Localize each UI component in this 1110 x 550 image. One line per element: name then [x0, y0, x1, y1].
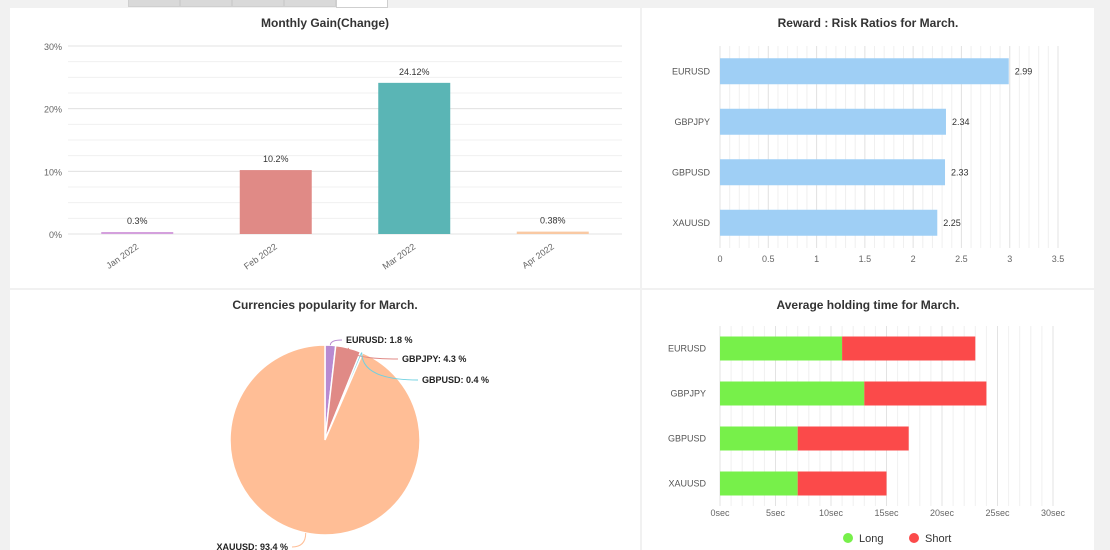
- bar-data-label: 2.33: [951, 167, 969, 177]
- x-tick-label: Jan 2022: [104, 241, 140, 270]
- x-tick-label: 1: [814, 254, 819, 264]
- tab-3[interactable]: [232, 0, 284, 7]
- legend-marker-long: [843, 533, 853, 543]
- bar-feb-2022: [239, 170, 312, 234]
- tab-5-active[interactable]: [336, 0, 388, 8]
- bar-data-label: 2.34: [952, 117, 970, 127]
- pie-connector: [347, 347, 399, 360]
- tab-1[interactable]: [128, 0, 180, 7]
- bar-data-label: 0.38%: [540, 216, 566, 226]
- y-tick-label: GBPJPY: [674, 117, 710, 127]
- legend-marker-short: [909, 533, 919, 543]
- x-tick-label: 3.5: [1052, 254, 1065, 264]
- reward-risk-chart: 0 0.5 1 1.5 2 2.5 3 3.5 EURUSD 2.99 GBPJPY 2.34 GBPU…: [672, 46, 1065, 264]
- x-tick-label: 0sec: [710, 508, 730, 518]
- bar-eurusd-short: [842, 336, 976, 361]
- bar-eurusd: [720, 58, 1009, 85]
- x-tick-label: 5sec: [766, 508, 786, 518]
- bar-data-label: 0.3%: [127, 216, 148, 226]
- pie-slice-xauusd: [229, 344, 421, 536]
- currency-popularity-chart: EURUSD: 1.8 % GBPJPY: 4.3 % GBPUSD: 0.4 % X…: [216, 335, 489, 550]
- y-tick-label: GBPUSD: [668, 434, 707, 444]
- y-tick-label: GBPJPY: [670, 389, 706, 399]
- currency-popularity-title: Currencies popularity for March.: [232, 298, 418, 312]
- y-tick-label: 10%: [44, 167, 62, 177]
- x-tick-label: 15sec: [874, 508, 899, 518]
- bar-mar-2022: [378, 82, 451, 235]
- holding-time-title: Average holding time for March.: [776, 298, 960, 312]
- holding-time-chart: 0sec 5sec 10sec 15sec 20sec 25sec 30sec EURUSD G…: [668, 326, 1066, 545]
- monthly-gain-chart: 0% 10% 20% 30% 0.3% Jan 2022 10.2% Feb 2022 24.1…: [44, 42, 622, 271]
- reward-risk-panel: Reward : Risk Ratios for March. 0 0.5 1 1.5…: [642, 8, 1094, 288]
- y-tick-label: 30%: [44, 42, 62, 52]
- pie-connector: [361, 352, 419, 381]
- bar-data-label: 2.99: [1015, 66, 1033, 76]
- x-tick-label: 2.5: [955, 254, 968, 264]
- pie-data-label: GBPJPY: 4.3 %: [402, 354, 466, 364]
- bar-data-label: 2.25: [943, 218, 961, 228]
- bar-eurusd-long: [720, 336, 843, 361]
- bar-xauusd: [720, 209, 938, 236]
- x-tick-label: Feb 2022: [242, 241, 279, 271]
- bar-data-label: 10.2%: [263, 154, 289, 164]
- bar-gbpjpy-short: [864, 381, 987, 406]
- pie-data-label: XAUUSD: 93.4 %: [216, 542, 288, 550]
- pie-connector: [291, 533, 307, 548]
- bar-apr-2022: [516, 231, 589, 234]
- tab-2[interactable]: [180, 0, 232, 7]
- legend-label-short: Short: [925, 533, 951, 545]
- x-tick-label: 25sec: [985, 508, 1010, 518]
- x-tick-label: 1.5: [859, 254, 872, 264]
- pie-data-label: GBPUSD: 0.4 %: [422, 375, 489, 385]
- x-tick-label: 2: [911, 254, 916, 264]
- reward-risk-title: Reward : Risk Ratios for March.: [777, 16, 959, 30]
- y-tick-label: GBPUSD: [672, 167, 711, 177]
- pie-data-label: EURUSD: 1.8 %: [346, 335, 413, 345]
- x-tick-label: 30sec: [1041, 508, 1066, 518]
- y-tick-label: XAUUSD: [668, 479, 706, 489]
- y-tick-label: 0%: [49, 230, 62, 240]
- x-tick-label: Mar 2022: [381, 241, 418, 271]
- x-tick-label: 0: [717, 254, 722, 264]
- legend-label-long: Long: [859, 533, 883, 545]
- y-tick-label: EURUSD: [672, 66, 711, 76]
- bar-xauusd-short: [797, 471, 887, 496]
- tab-strip: [0, 0, 1110, 8]
- x-tick-label: 20sec: [930, 508, 955, 518]
- bar-gbpusd-long: [720, 426, 798, 451]
- bar-gbpjpy-long: [720, 381, 865, 406]
- holding-time-panel: Average holding time for March. 0sec 5sec…: [642, 290, 1094, 550]
- bar-gbpusd-short: [797, 426, 909, 451]
- bar-jan-2022: [101, 232, 174, 234]
- y-tick-label: EURUSD: [668, 344, 707, 354]
- tab-4[interactable]: [284, 0, 336, 7]
- x-tick-label: Apr 2022: [520, 241, 556, 270]
- x-tick-label: 3: [1007, 254, 1012, 264]
- bar-xauusd-long: [720, 471, 798, 496]
- currency-popularity-panel: Currencies popularity for March. EURUSD:…: [10, 290, 640, 550]
- x-tick-label: 10sec: [819, 508, 844, 518]
- bar-gbpusd: [720, 159, 946, 186]
- pie-connector: [329, 339, 343, 346]
- y-tick-label: 20%: [44, 105, 62, 115]
- monthly-gain-panel: Monthly Gain(Change) 0% 10% 20% 30% 0.3% Jan …: [10, 8, 640, 288]
- y-tick-label: XAUUSD: [672, 218, 710, 228]
- monthly-gain-title: Monthly Gain(Change): [261, 16, 389, 30]
- bar-data-label: 24.12%: [399, 67, 430, 77]
- bar-gbpjpy: [720, 108, 946, 135]
- x-tick-label: 0.5: [762, 254, 775, 264]
